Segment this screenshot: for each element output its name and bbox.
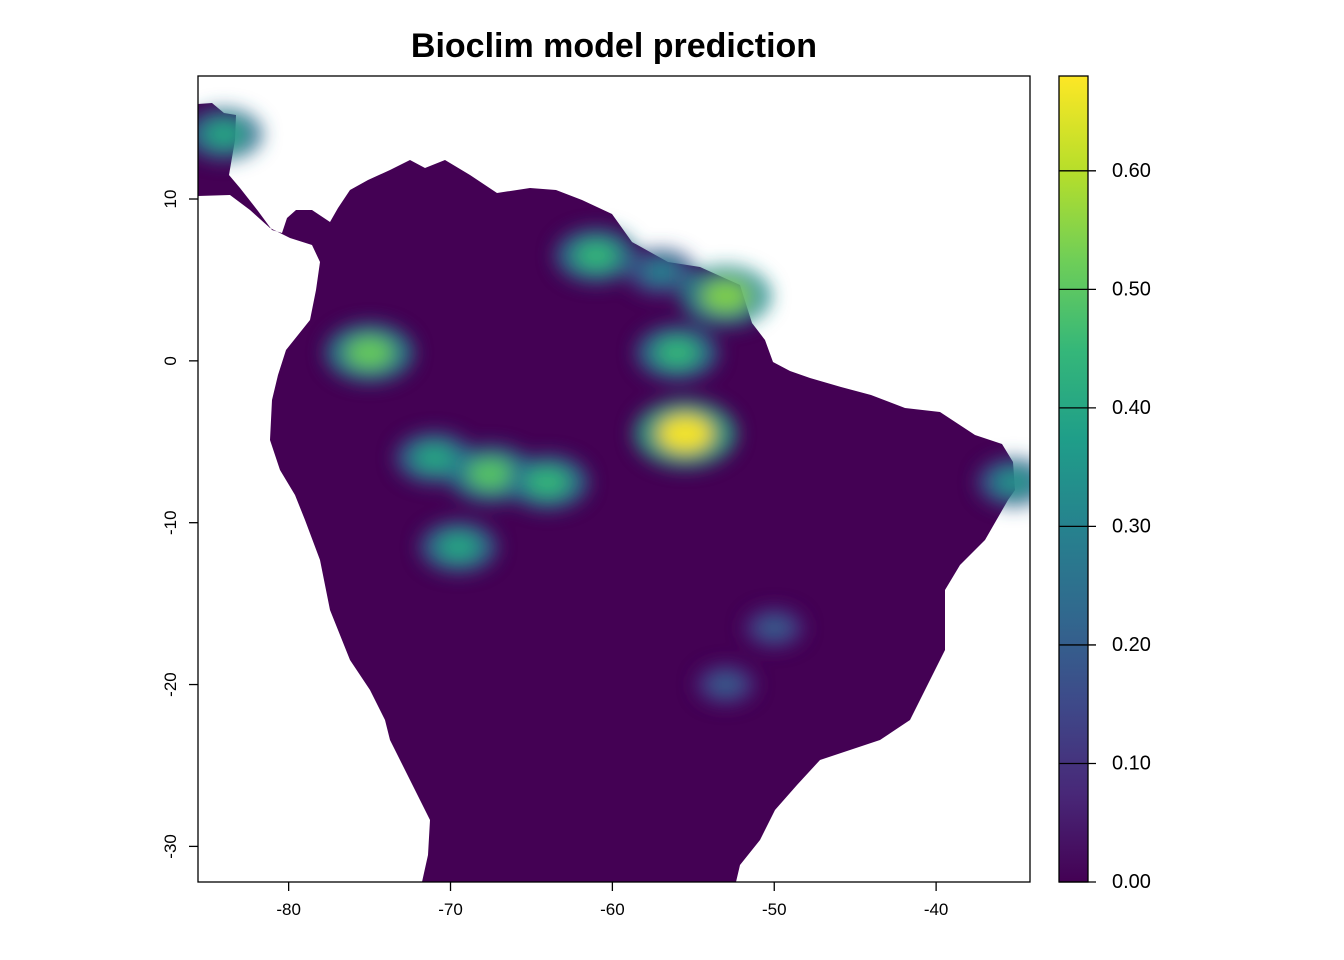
hotspot-core <box>203 119 245 149</box>
map-plot-area <box>198 103 1015 882</box>
x-tick-label: -80 <box>276 900 301 919</box>
hotspot-core <box>525 467 570 498</box>
hotspot-core <box>994 468 1030 496</box>
y-tick-label: -10 <box>161 510 180 535</box>
hotspot-core <box>467 458 515 491</box>
hotspot-core <box>709 673 742 696</box>
colorbar-tick-label: 0.30 <box>1112 515 1151 537</box>
y-tick-label: 10 <box>161 190 180 209</box>
colorbar-tick-label: 0.50 <box>1112 278 1151 300</box>
hotspot-core <box>758 616 791 639</box>
x-tick-label: -40 <box>924 900 949 919</box>
colorbar-ticks: 0.00 0.10 0.20 0.30 0.40 0.50 0.60 <box>1059 160 1151 893</box>
y-axis: 10 0 -10 -20 -30 <box>161 190 198 859</box>
y-tick-label: -20 <box>161 672 180 697</box>
map-frame <box>197 75 1031 883</box>
land-mass <box>198 103 1015 882</box>
y-tick-label: 0 <box>161 356 180 365</box>
colorbar-tick-label: 0.10 <box>1112 752 1151 774</box>
colorbar-tick-label: 0.00 <box>1112 871 1151 893</box>
y-tick-label: -30 <box>161 834 180 859</box>
colorbar-tick-label: 0.60 <box>1112 160 1151 182</box>
hotspot-core <box>413 443 456 473</box>
x-axis: -80 -70 -60 -50 -40 <box>276 882 948 919</box>
x-tick-label: -60 <box>600 900 625 919</box>
suitability-hotspots <box>198 108 1030 705</box>
x-tick-label: -50 <box>762 900 787 919</box>
colorbar <box>1058 75 1089 883</box>
colorbar-tick-label: 0.40 <box>1112 397 1151 419</box>
hotspot-core <box>345 336 394 370</box>
hotspot-core <box>701 279 751 313</box>
colorbar-tick-label: 0.20 <box>1112 634 1151 656</box>
hotspot-core <box>574 240 619 271</box>
hotspot-core <box>437 532 480 562</box>
x-tick-label: -70 <box>438 900 463 919</box>
hotspot-core <box>642 259 680 285</box>
map-title: Bioclim model prediction <box>411 27 817 65</box>
hotspot-core <box>657 414 713 453</box>
hotspot-core <box>655 337 700 368</box>
